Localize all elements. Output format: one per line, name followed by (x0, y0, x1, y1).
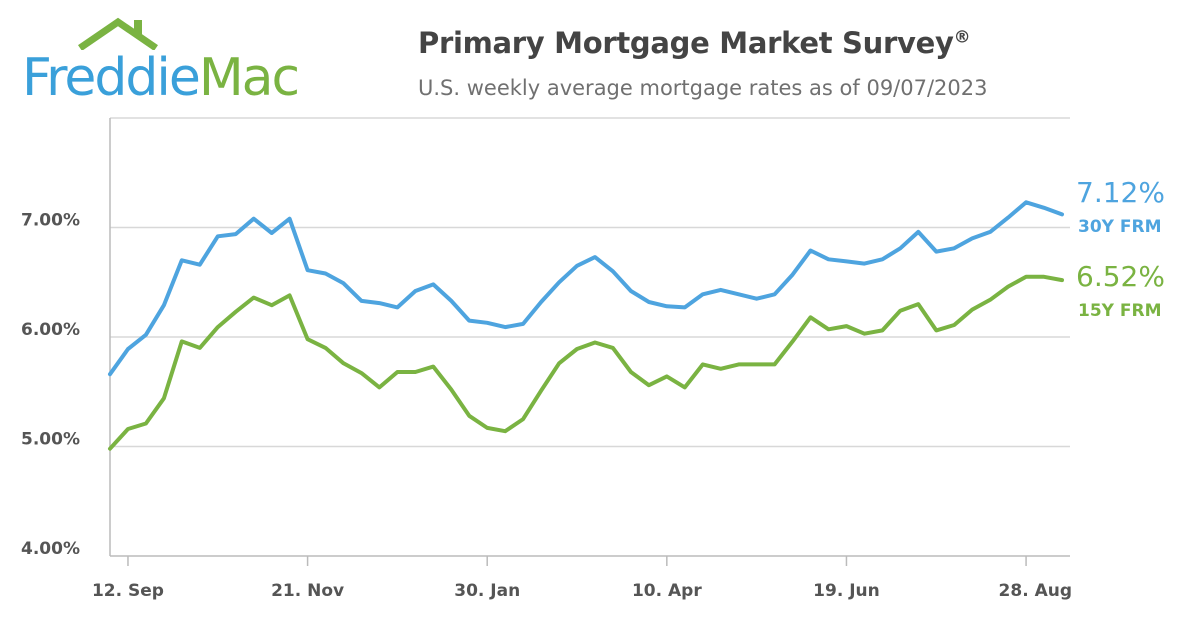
logo-word-mac: Mac (198, 48, 300, 108)
y-tick-label: 5.00% (21, 430, 80, 450)
logo-wordmark: FreddieMac (22, 48, 300, 108)
x-tick-label: 10. Apr (632, 581, 702, 601)
x-tick-label: 28. Aug (999, 581, 1072, 601)
chart-title: Primary Mortgage Market Survey® (418, 26, 988, 60)
x-tick-label: 12. Sep (92, 581, 164, 601)
y-tick-label: 4.00% (21, 539, 80, 559)
y-tick-label: 7.00% (21, 211, 80, 231)
chart-subtitle: U.S. weekly average mortgage rates as of… (418, 76, 988, 100)
grid-layer (110, 117, 1070, 448)
series-layer (108, 200, 1064, 451)
y-tick-label: 6.00% (21, 320, 80, 340)
freddie-mac-logo: FreddieMac (22, 14, 382, 106)
house-roof-icon (78, 17, 158, 50)
chart-title-text: Primary Mortgage Market Survey (418, 26, 954, 60)
axis-layer: 4.00% 5.00% 6.00% 7.00% 12. Sep 21. Nov 30. Ja… (21, 118, 1072, 601)
series-line-15y (108, 274, 1064, 451)
x-tick-label: 30. Jan (454, 581, 520, 601)
x-tick-label: 19. Jun (813, 581, 880, 601)
logo-word-freddie: Freddie (22, 48, 201, 108)
chart-header: Primary Mortgage Market Survey® U.S. wee… (418, 26, 988, 100)
series-name-label-30y: 30Y FRM (1078, 217, 1162, 237)
end-value-label-30y: 7.12% (1076, 176, 1165, 209)
series-line-30y (108, 200, 1064, 377)
registered-mark: ® (953, 27, 971, 48)
end-value-label-15y: 6.52% (1076, 260, 1165, 293)
series-name-label-15y: 15Y FRM (1078, 301, 1162, 321)
x-tick-label: 21. Nov (271, 581, 344, 601)
label-layer: 7.12% 30Y FRM 6.52% 15Y FRM (1076, 176, 1165, 321)
